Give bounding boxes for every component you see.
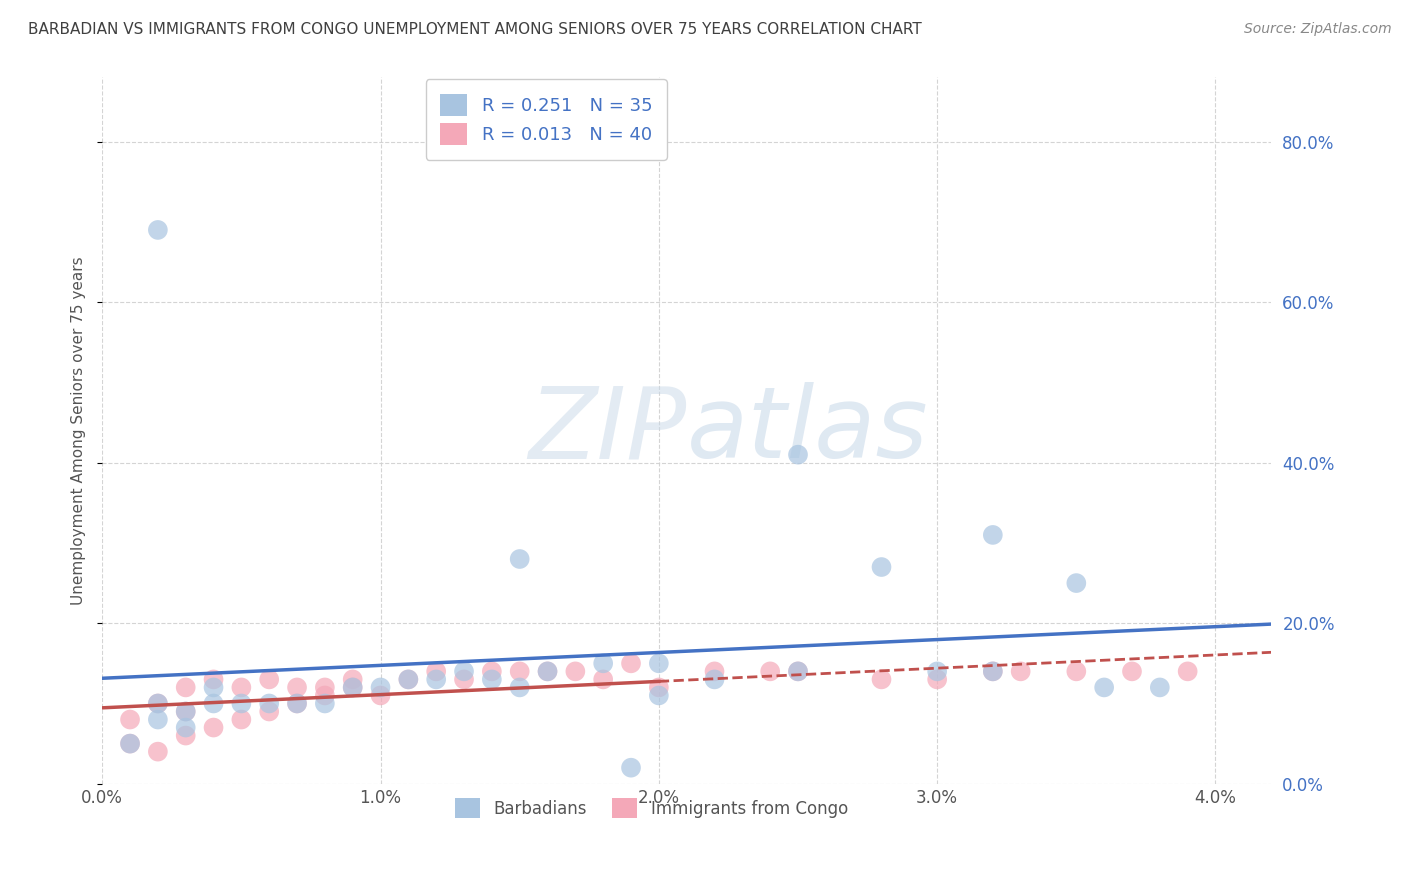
Point [787,665,810,679]
Point [1177,665,1199,679]
Y-axis label: Unemployment Among Seniors over 75 years: Unemployment Among Seniors over 75 years [72,256,86,605]
Text: ZIP: ZIP [529,382,686,479]
Point [981,665,1004,679]
Point [146,697,169,711]
Point [174,721,197,735]
Text: Source: ZipAtlas.com: Source: ZipAtlas.com [1244,22,1392,37]
Point [453,673,475,687]
Point [425,673,447,687]
Point [927,673,949,687]
Point [257,673,280,687]
Point [927,665,949,679]
Point [759,665,782,679]
Point [342,681,364,695]
Point [202,681,225,695]
Point [342,673,364,687]
Point [285,697,308,711]
Point [370,681,392,695]
Point [536,665,558,679]
Point [146,745,169,759]
Point [1010,665,1032,679]
Point [370,689,392,703]
Point [703,673,725,687]
Point [174,729,197,743]
Point [118,713,141,727]
Point [1066,665,1088,679]
Point [648,689,671,703]
Point [202,697,225,711]
Point [481,673,503,687]
Point [787,448,810,462]
Point [1092,681,1115,695]
Point [870,673,893,687]
Point [564,665,586,679]
Point [620,761,643,775]
Text: atlas: atlas [686,382,928,479]
Point [425,665,447,679]
Point [202,673,225,687]
Point [174,705,197,719]
Point [787,665,810,679]
Point [396,673,419,687]
Point [509,552,531,566]
Point [146,697,169,711]
Point [981,665,1004,679]
Point [509,681,531,695]
Point [231,713,253,727]
Point [536,665,558,679]
Point [314,689,336,703]
Point [981,528,1004,542]
Point [257,705,280,719]
Point [342,681,364,695]
Point [314,681,336,695]
Point [146,713,169,727]
Point [231,697,253,711]
Point [648,681,671,695]
Point [257,697,280,711]
Point [481,665,503,679]
Point [118,737,141,751]
Point [231,681,253,695]
Point [592,657,614,671]
Point [592,673,614,687]
Point [285,681,308,695]
Point [1121,665,1143,679]
Text: BARBADIAN VS IMMIGRANTS FROM CONGO UNEMPLOYMENT AMONG SENIORS OVER 75 YEARS CORR: BARBADIAN VS IMMIGRANTS FROM CONGO UNEMP… [28,22,922,37]
Point [202,721,225,735]
Point [146,223,169,237]
Point [285,697,308,711]
Point [648,657,671,671]
Point [1066,576,1088,591]
Point [174,681,197,695]
Point [314,697,336,711]
Point [118,737,141,751]
Legend: Barbadians, Immigrants from Congo: Barbadians, Immigrants from Congo [449,791,855,825]
Point [870,560,893,574]
Point [620,657,643,671]
Point [509,665,531,679]
Point [174,705,197,719]
Point [453,665,475,679]
Point [396,673,419,687]
Point [1149,681,1171,695]
Point [703,665,725,679]
